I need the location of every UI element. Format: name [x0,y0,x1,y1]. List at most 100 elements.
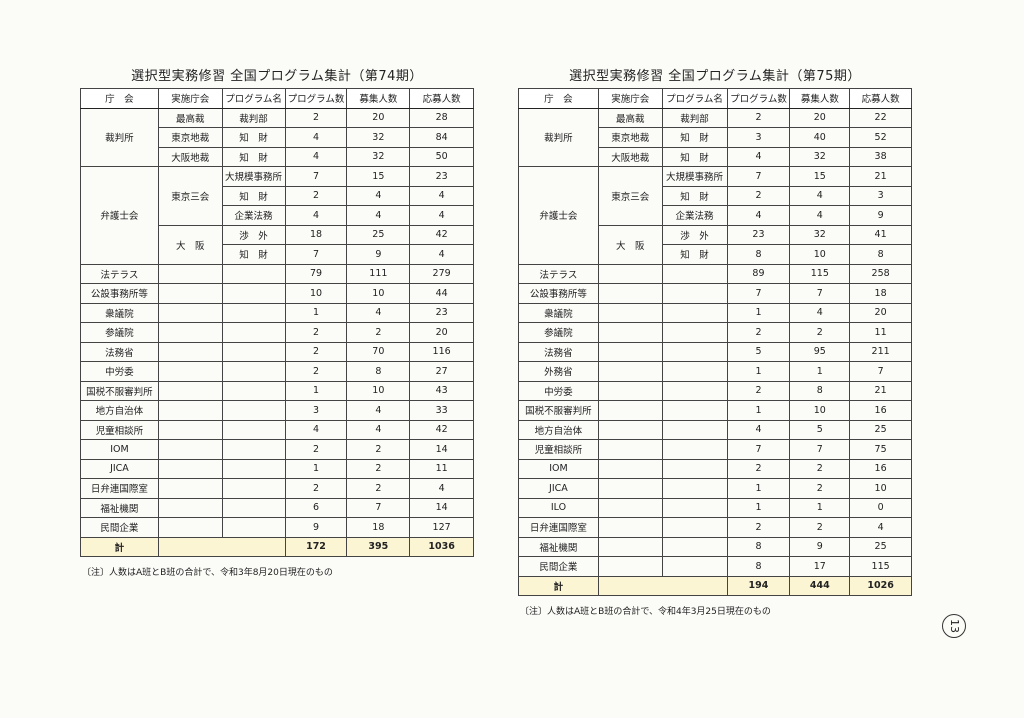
unit-cell: 大阪地裁 [157,146,223,167]
agency-cell: 中労委 [80,361,159,382]
number-cell: 4 [346,185,411,206]
empty-cell [661,419,728,440]
number-cell: 4 [789,205,851,226]
number-cell: 1 [726,400,791,421]
agency-cell: 弁護士会 [80,166,159,265]
header-row: 庁 会実施庁会 プログラム名 プログラム数 募集人数 応募人数 [80,88,474,109]
number-cell: 2 [284,439,348,460]
number-cell: 8 [726,536,791,557]
number-cell: 10 [849,478,912,499]
empty-cell [157,302,223,323]
number-cell: 10 [346,283,411,304]
number-cell: 89 [726,263,791,284]
empty-cell [661,361,728,382]
number-cell: 16 [849,458,912,479]
empty-cell [661,263,728,284]
number-cell: 4 [726,146,791,167]
empty-cell [157,283,223,304]
empty-cell [661,283,728,304]
empty-cell [597,478,663,499]
data-row: 中労委 2 8 27 [80,361,474,382]
number-cell: 3 [726,127,791,148]
data-row: 公設事務所等 7 7 18 [518,283,912,304]
agency-cell: 児童相談所 [518,439,599,460]
header-cell: プログラム数 [284,88,348,109]
number-cell: 14 [409,497,474,518]
number-cell: 8 [849,244,912,265]
unit-cell: 東京三会 [157,166,223,226]
empty-cell [157,458,223,479]
data-row: 大 阪渉 外 23 32 41 [519,224,912,265]
data-row: 弁護士会 東京三会 大規模事務所 7 15 23 [80,166,474,265]
empty-cell [157,341,223,362]
number-cell: 2 [346,322,411,343]
program-cell: 知 財 [661,127,728,148]
empty-cell [661,380,728,401]
number-cell: 38 [849,146,912,167]
number-cell: 52 [849,127,912,148]
total-cell: 172 [284,536,348,557]
agency-cell: 裁判所 [518,107,599,167]
empty-cell [221,400,286,421]
number-cell: 4 [284,127,348,148]
number-cell: 18 [284,224,348,245]
data-row: ILO 1 1 0 [518,497,912,518]
number-cell: 4 [726,419,791,440]
number-cell: 10 [284,283,348,304]
number-cell: 8 [726,244,791,265]
header-cell: 実施庁会 [597,88,663,109]
agency-cell: IOM [518,458,599,479]
header-cell: プログラム名 [661,88,728,109]
unit-cell: 最高裁 [157,107,223,128]
empty-cell [597,302,663,323]
program-cell: 知 財 [221,185,286,206]
number-cell: 18 [849,283,912,304]
number-cell: 4 [789,302,851,323]
agency-cell: 国税不服審判所 [80,380,159,401]
agency-cell: 外務省 [518,361,599,382]
empty-cell [157,419,223,440]
number-cell: 2 [284,361,348,382]
program-cell: 大規模事務所 [661,166,728,187]
number-cell: 4 [726,205,791,226]
number-cell: 8 [726,556,791,577]
number-cell: 3 [849,185,912,206]
data-row: 参議院 2 2 20 [80,322,474,343]
number-cell: 33 [409,400,474,421]
empty-cell [221,322,286,343]
empty-cell [157,497,223,518]
number-cell: 10 [346,380,411,401]
data-row: JICA 1 2 10 [518,478,912,499]
number-cell: 43 [409,380,474,401]
number-cell: 4 [346,205,411,226]
program-cell: 企業法務 [661,205,728,226]
empty-cell [221,439,286,460]
empty-cell [661,458,728,479]
empty-cell [157,536,286,557]
number-cell: 4 [409,205,474,226]
empty-cell [221,302,286,323]
number-cell: 42 [409,224,474,245]
number-cell: 2 [726,107,791,128]
number-cell: 11 [849,322,912,343]
unit-cell: 最高裁 [597,107,663,128]
data-row: 福祉機関 8 9 25 [518,536,912,557]
number-cell: 25 [346,224,411,245]
data-row: JICA 1 2 11 [80,458,474,479]
number-cell: 2 [284,185,348,206]
number-cell: 2 [726,380,791,401]
number-cell: 1 [726,302,791,323]
number-cell: 4 [789,185,851,206]
empty-cell [661,400,728,421]
empty-cell [157,361,223,382]
number-cell: 9 [849,205,912,226]
number-cell: 127 [409,517,474,538]
agency-cell: 日弁連国際室 [518,517,599,538]
data-row: 法務省 5 95 211 [518,341,912,362]
data-row: 知 財 8 10 8 [519,244,912,265]
footnote: 〔注〕人数はA班とB班の合計で、令和3年8月20日現在のもの [82,568,333,578]
agency-cell: 公設事務所等 [518,283,599,304]
empty-cell [661,439,728,460]
data-row: 裁判所 最高裁 裁判部 2 20 28 [80,107,474,167]
